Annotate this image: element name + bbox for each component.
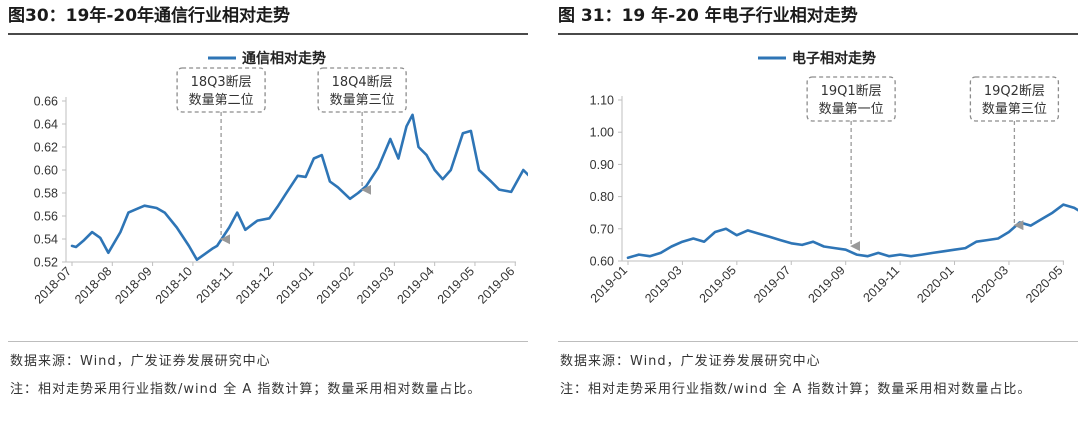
annotation-box	[176, 67, 266, 113]
y-tick-label: 0.90	[590, 158, 614, 172]
x-tick-label: 2019-11	[861, 263, 903, 305]
chart-panel-telecom: 图30：19年-20年通信行业相对走势 0.52 0.54 0.56 0.58 0.60…	[8, 0, 528, 439]
x-tick-label: 2019-09	[805, 263, 847, 305]
annotation-label: 数量第一位	[819, 102, 884, 117]
x-tick-label: 2019-01	[274, 264, 316, 306]
annotation-label: 18Q4断层	[332, 75, 393, 90]
x-tick-label: 2019-07	[751, 263, 793, 305]
figure-footer: 数据来源：Wind，广发证券发展研究中心 注：相对走势采用行业指数/wind 全…	[10, 348, 526, 404]
figure-title: 图30：19年-20年通信行业相对走势	[8, 6, 291, 26]
annotation-label: 数量第三位	[982, 102, 1047, 117]
source-note: 数据来源：Wind，广发证券发展研究中心	[560, 354, 821, 369]
y-tick-label: 0.66	[34, 95, 58, 109]
annotation-label: 19Q1断层	[821, 84, 882, 99]
x-tick-label: 2018-12	[233, 264, 275, 306]
series-line	[626, 203, 1078, 260]
y-tick-label: 0.58	[34, 187, 58, 201]
x-tick-label: 2020-01	[914, 263, 956, 305]
x-tick-label: 2020-03	[969, 263, 1011, 305]
title-divider	[558, 33, 1078, 35]
annotation-label: 数量第二位	[189, 93, 254, 108]
y-tick-label: 0.62	[34, 141, 58, 155]
y-tick-label: 0.60	[590, 255, 614, 269]
x-tick-label: 2019-06	[475, 264, 517, 306]
annotation-label: 18Q3断层	[191, 75, 252, 90]
y-tick-label: 1.10	[590, 94, 614, 108]
x-tick-label: 2019-03	[354, 264, 396, 306]
y-tick-label: 0.54	[34, 233, 58, 247]
figure-footer: 数据来源：Wind，广发证券发展研究中心 注：相对走势采用行业指数/wind 全…	[560, 348, 1076, 404]
y-tick-label: 0.56	[34, 210, 58, 224]
x-tick-label: 2020-05	[1023, 263, 1065, 305]
x-tick-label: 2018-07	[32, 264, 74, 306]
figure-title: 图 31：19 年-20 年电子行业相对走势	[558, 6, 858, 26]
source-note: 数据来源：Wind，广发证券发展研究中心	[10, 354, 271, 369]
x-tick-label: 2019-05	[435, 264, 477, 306]
footer-divider	[558, 341, 1078, 342]
x-tick-label: 2019-05	[697, 263, 739, 305]
x-tick-label: 2019-03	[642, 263, 684, 305]
line-chart-electronics: 0.60 0.70 0.80 0.90 1.00 1.10 2019-01 2019-03 20…	[588, 50, 1078, 306]
method-note: 注：相对走势采用行业指数/wind 全 A 指数计算；数量采用相对数量占比。	[560, 382, 1032, 397]
annotation-label: 数量第三位	[330, 93, 395, 108]
legend-label: 电子相对走势	[792, 50, 876, 67]
legend-label: 通信相对走势	[242, 50, 326, 67]
annotation-box	[317, 67, 407, 113]
x-tick-label: 2019-04	[394, 264, 436, 306]
x-tick-label: 2019-01	[588, 263, 630, 305]
x-tick-label: 2019-02	[314, 264, 356, 306]
x-tick-label: 2018-08	[72, 264, 114, 306]
x-tick-label: 2018-11	[194, 264, 236, 306]
y-tick-label: 0.60	[34, 164, 58, 178]
y-tick-label: 0.80	[590, 190, 614, 204]
footer-divider	[8, 341, 528, 342]
title-divider	[8, 33, 528, 35]
x-tick-label: 2018-10	[153, 264, 195, 306]
method-note: 注：相对走势采用行业指数/wind 全 A 指数计算；数量采用相对数量占比。	[10, 382, 482, 397]
chart-panel-electronics: 图 31：19 年-20 年电子行业相对走势 0.60 0.70 0.80 0.90 1…	[558, 0, 1078, 439]
y-tick-label: 0.70	[590, 222, 614, 236]
annotation-label: 19Q2断层	[984, 84, 1045, 99]
line-chart-telecom: 0.520.540.560.580.600.620.640.662018-072…	[32, 50, 528, 307]
series-line	[70, 113, 528, 261]
annotation-box	[806, 76, 896, 122]
annotation-box	[969, 76, 1060, 122]
y-tick-label: 0.64	[34, 118, 58, 132]
y-tick-label: 0.52	[34, 256, 58, 270]
x-tick-label: 2018-09	[112, 264, 154, 306]
y-tick-label: 1.00	[590, 126, 614, 140]
